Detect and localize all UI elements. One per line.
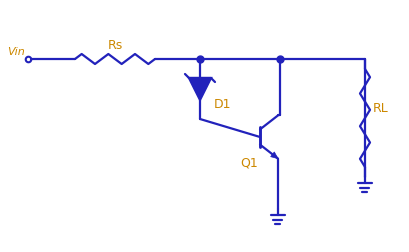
Polygon shape: [270, 152, 277, 159]
Text: D1: D1: [213, 98, 231, 111]
Polygon shape: [189, 79, 211, 101]
Text: Rs: Rs: [107, 39, 122, 52]
Text: RL: RL: [372, 102, 388, 115]
Text: Vin: Vin: [7, 47, 25, 57]
Text: Q1: Q1: [239, 155, 257, 168]
